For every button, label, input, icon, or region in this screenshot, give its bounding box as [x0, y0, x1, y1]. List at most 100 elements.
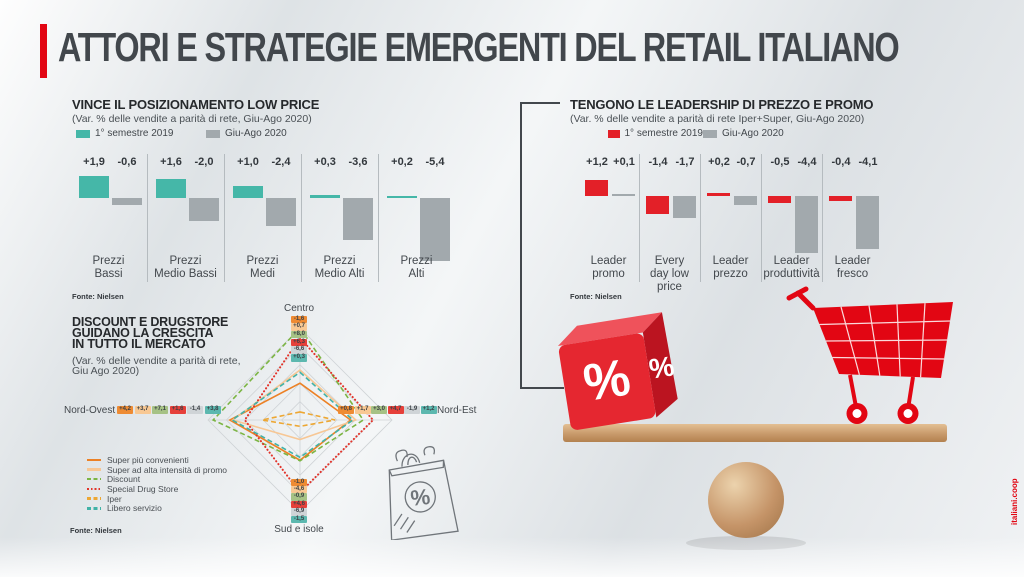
legend-swatch: [206, 129, 220, 138]
legend-swatch: [608, 129, 620, 138]
radar-value-box: +0,8: [338, 406, 354, 414]
legend-item: 1° semestre 2019: [76, 128, 206, 139]
radar-legend-item: Discount: [87, 474, 227, 484]
cart-wheel-back-hub: [903, 409, 913, 418]
radar-value-box: +3,7: [134, 406, 151, 414]
bar-value-label: -2,0: [194, 156, 214, 168]
cart-handle-grip: [786, 286, 809, 301]
bag-handle-outer: [401, 453, 421, 467]
bar-value-label: -3,6: [348, 156, 368, 168]
radar-value-box: +4,2: [117, 406, 133, 414]
radar-axis-nordest: Nord-Est: [437, 405, 477, 416]
bag-hatching: [393, 513, 416, 533]
legend-swatch: [703, 129, 717, 138]
category-label: Prezzi Medio Bassi: [154, 255, 217, 280]
category-label: Prezzi Medio Alti: [314, 255, 365, 280]
die-percent-side: %: [647, 350, 677, 385]
group-divider: [147, 154, 148, 282]
bar-value-label: +0,1: [613, 156, 635, 168]
radar-legend-label: Super più convenienti: [107, 454, 189, 465]
category-label: Every day low price: [650, 255, 689, 293]
radar-title-line3: IN TUTTO IL MERCATO: [72, 337, 206, 351]
bar-series2: [734, 196, 757, 206]
bar-series2: [189, 198, 219, 222]
radar-value-box: +0,7: [291, 323, 307, 331]
radar-gridline: [244, 364, 356, 476]
legend-item: Giu-Ago 2020: [206, 128, 336, 139]
radar-legend-label: Special Drug Store: [107, 483, 179, 494]
radar-legend-swatch: [87, 468, 101, 471]
bar-value-label: +1,0: [237, 156, 259, 168]
radar-value-box: -6,9: [291, 508, 307, 516]
bar-series2: [673, 196, 696, 219]
bar-value-label: -0,6: [117, 156, 137, 168]
bar-series1: [233, 186, 263, 198]
sketch-bag-illustration: %: [388, 446, 459, 540]
radar-legend-swatch: [87, 507, 101, 510]
bag-handle-inner: [407, 456, 418, 466]
bar-value-label: -0,7: [736, 156, 756, 168]
chart-leadership-plot: +1,2 +0,1 Leader promo -1,4 -1,7 Every day lo…: [578, 152, 883, 293]
radar-legend-item: Super più convenienti: [87, 455, 227, 465]
shopping-cart: [786, 286, 953, 424]
radar-axis-sud: Sud e isole: [274, 524, 324, 535]
cart-leg-front: [848, 374, 858, 408]
connector-line-top: [520, 102, 560, 104]
bar-series2: [856, 196, 879, 250]
bar-value-label: +1,2: [586, 156, 608, 168]
floor-highlight: [0, 537, 1024, 577]
legend-swatch: [76, 129, 90, 138]
group-divider: [761, 154, 762, 282]
bag-rim: [388, 460, 445, 477]
die-top-face: [557, 312, 662, 346]
bar-value-label: +0,2: [391, 156, 413, 168]
radar-legend-label: Iper: [107, 493, 122, 504]
radar-value-box: -4,6: [291, 485, 307, 494]
bar-series2: [420, 198, 450, 261]
radar-legend-item: Libero servizio: [87, 503, 227, 513]
category-label: Leader prezzo: [712, 255, 749, 280]
radar-legend-swatch: [87, 477, 101, 481]
die-percent-front: %: [580, 348, 635, 413]
legend-item: Giu-Ago 2020: [703, 128, 798, 139]
radar-title-line2: GUIDANO LA CRESCITA: [72, 326, 214, 340]
chart-leadership-subtitle: (Var. % delle vendite a parità di rete I…: [570, 113, 865, 125]
radar-series-libero-servizio: [230, 371, 355, 459]
bar-series1: [768, 196, 791, 203]
radar-legend-label: Discount: [107, 474, 141, 485]
radar-legend-swatch: [87, 458, 101, 462]
bar-series2: [612, 194, 635, 196]
radar-value-box: -1,0: [291, 478, 307, 486]
radar-title-line1: DISCOUNT E DRUGSTORE: [72, 315, 229, 329]
radar-value-box: +1,2: [420, 406, 437, 414]
radar-series-special-drug-store: [243, 336, 375, 494]
radar-value-box: +3,0: [371, 406, 387, 414]
cart-basket-mesh: [819, 303, 951, 378]
legend-item: 1° semestre 2019: [608, 128, 703, 139]
radar-value-box: +0,3: [291, 354, 307, 362]
legend-label: 1° semestre 2019: [95, 128, 174, 139]
bar-value-label: -4,4: [797, 156, 817, 168]
bag-crumple-right: [423, 446, 436, 456]
bag-percent-circle: [404, 481, 436, 513]
group-divider: [378, 154, 379, 282]
radar-value-box: +3,8: [204, 406, 221, 414]
radar-value-box: -1,4: [187, 406, 203, 414]
radar-subtitle-line2: Giu Ago 2020): [72, 365, 140, 377]
legend-label: Giu-Ago 2020: [225, 128, 287, 139]
chart-lowprice-title: VINCE IL POSIZIONAMENTO LOW PRICE: [72, 97, 320, 112]
bar-value-label: -1,7: [675, 156, 695, 168]
chart-radar-subtitle: (Var. % delle vendite a parità di rete, …: [72, 356, 240, 377]
chart-lowprice-plot: +1,9 -0,6 Prezzi Bassi +1,6 -2,0 Prezzi Medio…: [70, 152, 456, 292]
bar-series1: [707, 193, 730, 196]
category-label: Prezzi Bassi: [92, 255, 125, 280]
chart-radar-title: DISCOUNT E DRUGSTORE GUIDANO LA CRESCITA…: [72, 315, 229, 351]
category-label: Leader fresco: [834, 255, 871, 280]
bar-series2: [112, 198, 142, 205]
bar-value-label: -0,4: [831, 156, 851, 168]
radar-axis-nordovest: Nord-Ovest: [64, 405, 116, 416]
chart-radar-source: Fonte: Nielsen: [70, 526, 122, 535]
chart-leadership-title: TENGONO LE LEADERSHIP DI PREZZO E PROMO: [570, 97, 874, 112]
bar-value-label: -2,4: [271, 156, 291, 168]
